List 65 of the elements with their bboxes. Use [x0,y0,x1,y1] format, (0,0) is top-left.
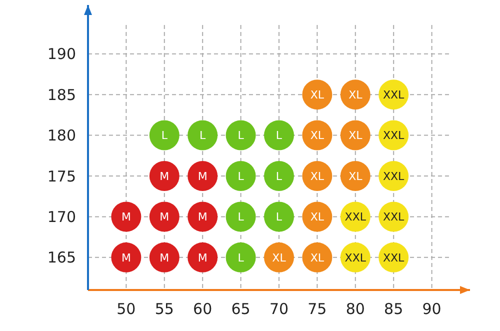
text: L [276,129,282,142]
text: XL [310,88,324,102]
text: M [160,210,170,224]
text: L [200,129,206,142]
y-tick-label: 185 [47,86,76,104]
series-label: L [238,210,245,224]
y-tick-label: 190 [47,45,76,64]
text: L [276,170,282,183]
text: M [198,170,208,183]
text: XL [348,170,362,183]
text: XXL [383,210,404,224]
x-tick-label: 75 [308,300,327,318]
text: XL [310,129,324,142]
x-tick-label: 50 [116,300,136,318]
x-tick-label: 85 [384,300,404,318]
text: XXL [383,129,404,142]
point [149,120,180,150]
text: M [160,170,170,183]
point [226,242,256,272]
text: XXL [383,170,404,183]
point [264,120,294,150]
point [226,120,256,150]
text: XL [272,251,286,264]
series-label: XL [310,210,325,224]
text: M [160,251,170,264]
point [188,202,218,232]
text: L [238,129,244,142]
x-tick-label: 65 [231,300,250,318]
point [111,202,142,232]
point [226,202,256,232]
text: XL [310,251,324,264]
point [149,161,180,191]
point [111,242,142,272]
point [226,161,256,191]
text: L [276,210,282,224]
series-label: XXL [344,210,367,224]
text: L [238,251,244,264]
text: M [198,251,208,264]
x-tick-label: 55 [154,300,174,318]
text: M [198,210,208,224]
point [188,161,218,191]
point [149,202,180,232]
point [149,242,180,272]
text: XL [348,88,362,102]
y-tick-label: 175 [47,167,76,186]
text: L [238,170,244,183]
text: XXL [383,251,404,264]
text: M [121,251,131,264]
text: L [161,129,168,142]
point [264,161,294,191]
series-label: M [121,210,131,224]
y-tick-label: 170 [47,208,76,226]
y-tick-label: 180 [47,126,76,145]
x-tick-label: 90 [422,300,442,318]
text: XXL [344,251,366,264]
x-tick-label: 70 [269,300,289,318]
text: XL [348,129,362,142]
y-tick-label: 165 [47,248,76,267]
point [264,202,294,232]
point [188,120,218,150]
x-tick-label: 80 [346,300,365,318]
point [188,242,218,272]
text: XL [310,170,324,183]
x-tick-label: 60 [193,300,212,318]
text: XXL [383,88,404,102]
